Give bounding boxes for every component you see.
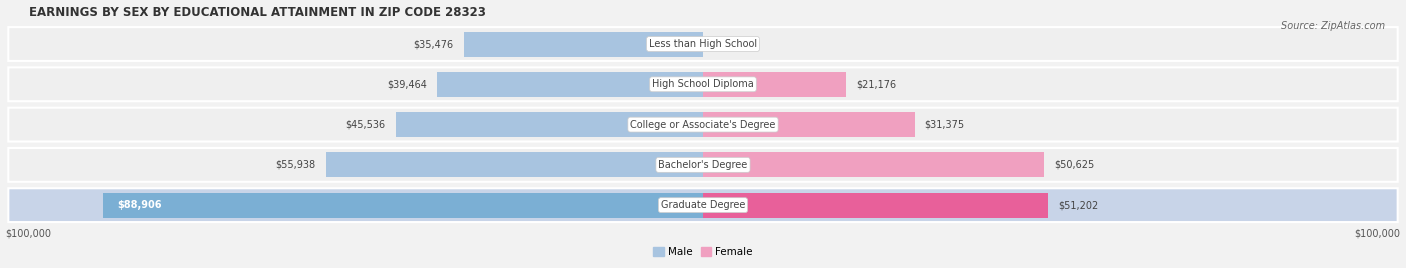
Bar — [703, 72, 846, 97]
FancyBboxPatch shape — [8, 27, 1398, 61]
Text: $35,476: $35,476 — [413, 39, 454, 49]
FancyBboxPatch shape — [8, 108, 1398, 142]
FancyBboxPatch shape — [8, 67, 1398, 101]
Text: $45,536: $45,536 — [346, 120, 385, 130]
Bar — [703, 152, 1045, 177]
FancyBboxPatch shape — [8, 148, 1398, 182]
Bar — [326, 152, 703, 177]
Bar — [437, 72, 703, 97]
Text: $21,176: $21,176 — [856, 79, 896, 89]
Text: Source: ZipAtlas.com: Source: ZipAtlas.com — [1281, 21, 1385, 31]
Text: $55,938: $55,938 — [276, 160, 315, 170]
Text: $31,375: $31,375 — [925, 120, 965, 130]
Text: Graduate Degree: Graduate Degree — [661, 200, 745, 210]
Text: $88,906: $88,906 — [117, 200, 162, 210]
Text: $0: $0 — [713, 39, 725, 49]
Bar — [464, 32, 703, 57]
Bar — [703, 112, 915, 137]
Legend: Male, Female: Male, Female — [650, 243, 756, 262]
FancyBboxPatch shape — [8, 188, 1398, 222]
Text: $39,464: $39,464 — [387, 79, 426, 89]
Text: Bachelor's Degree: Bachelor's Degree — [658, 160, 748, 170]
Bar — [703, 193, 1049, 218]
Bar — [396, 112, 703, 137]
Text: $50,625: $50,625 — [1054, 160, 1095, 170]
Text: College or Associate's Degree: College or Associate's Degree — [630, 120, 776, 130]
Text: High School Diploma: High School Diploma — [652, 79, 754, 89]
Text: Less than High School: Less than High School — [650, 39, 756, 49]
Text: EARNINGS BY SEX BY EDUCATIONAL ATTAINMENT IN ZIP CODE 28323: EARNINGS BY SEX BY EDUCATIONAL ATTAINMEN… — [28, 6, 485, 18]
Text: $51,202: $51,202 — [1059, 200, 1098, 210]
Bar — [104, 193, 703, 218]
